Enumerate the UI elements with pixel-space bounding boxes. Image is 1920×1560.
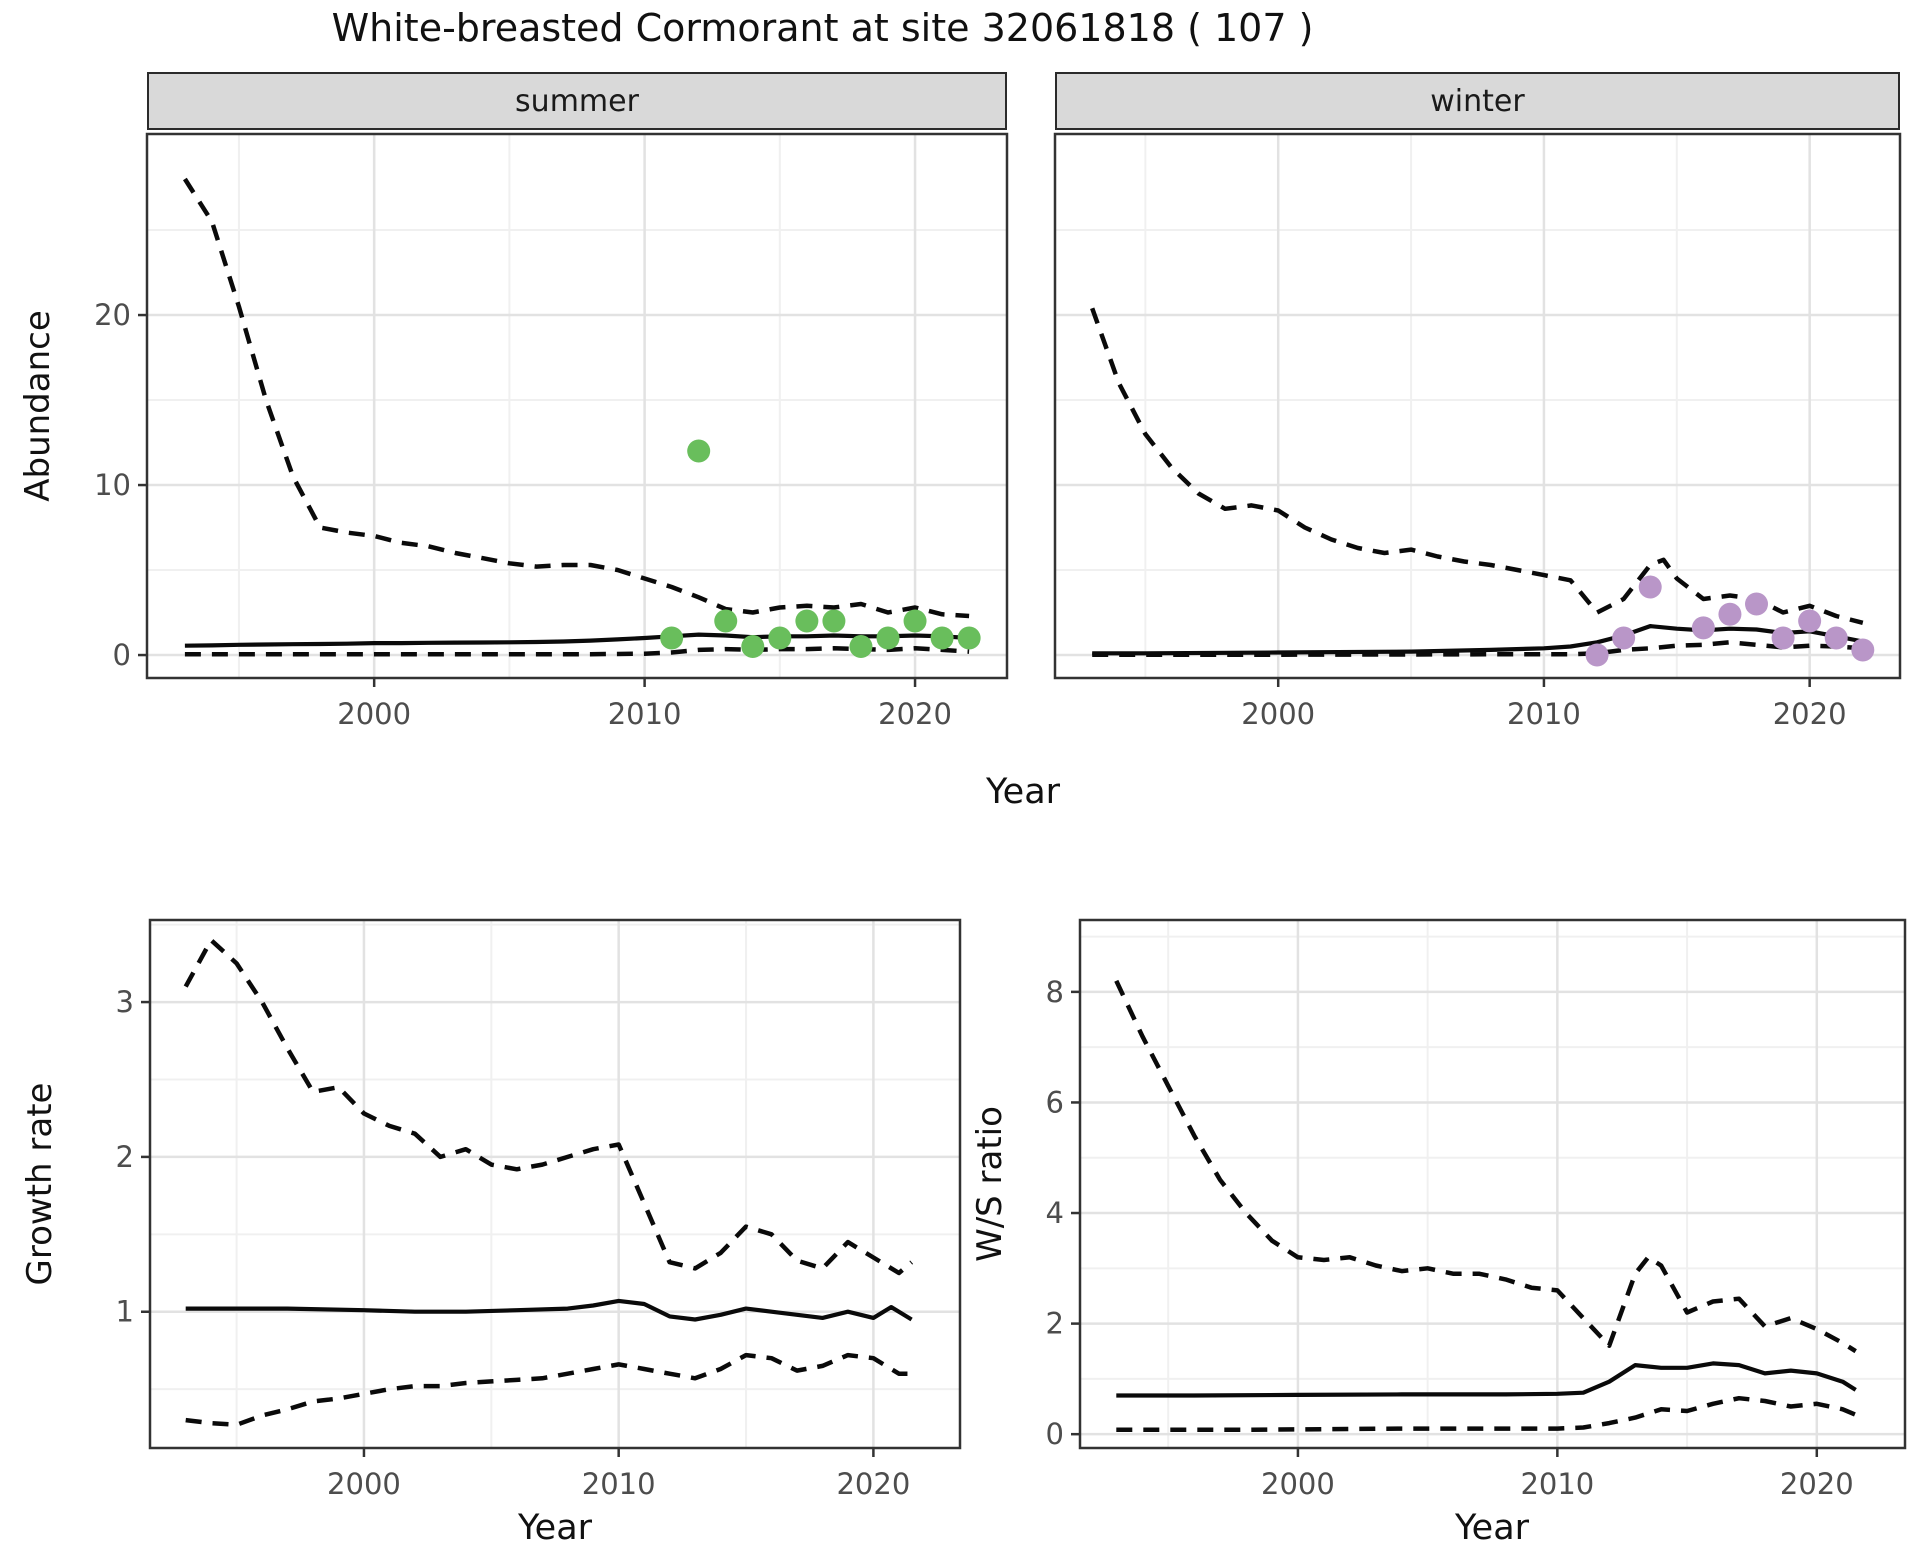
summer-observed_counts-point [795,609,819,633]
winter-observed_counts-point [1798,609,1822,633]
growth-panel-background [150,920,960,1448]
winter-observed_counts-point [1691,616,1715,640]
winter-observed_counts-point [1585,643,1609,667]
winter-observed_counts-point [1771,626,1795,650]
growth-y-tick-label: 1 [116,1295,134,1329]
facet-strip-winter: winter [1055,72,1900,130]
summer-panel-border [145,132,1009,680]
ws-y-tick-label: 6 [1046,1085,1064,1119]
winter-panel-border [1053,132,1902,680]
summer-observed_counts-point [849,635,873,659]
growth-y-tick-label: 3 [116,985,134,1019]
summer-observed_counts-point [903,609,927,633]
summer-upper_ci-line [183,177,970,619]
ws-lower_ci-line [1116,1395,1857,1433]
ws-y-tick-label: 8 [1046,975,1064,1009]
summer-observed_counts-point [714,609,738,633]
ws-panel-border [1078,918,1907,1450]
winter-observed_counts-point [1824,626,1848,650]
growth-x-tick-label: 2020 [836,1467,910,1501]
summer-observed_counts-point [741,635,765,659]
winter-panel-background [1055,134,1900,678]
chart-title: White-breasted Cormorant at site 3206181… [331,6,1314,50]
ws-median-line [1116,1361,1857,1398]
growth-upper_ci-line [183,937,914,1276]
summer-x-tick-label: 2010 [608,697,682,731]
ws-y-tick-label: 2 [1046,1307,1064,1341]
winter-x-tick-label: 2010 [1507,697,1581,731]
summer-observed_counts-point [930,626,954,650]
summer-observed_counts-point [822,609,846,633]
growth-x-tick-label: 2000 [327,1467,401,1501]
y-axis-title-abundance: Abundance [18,310,58,502]
growth-panel-border [148,918,962,1450]
winter-observed_counts-point [1638,575,1662,599]
summer-y-tick-label: 0 [113,638,131,672]
summer-panel-background [147,134,1007,678]
winter-observed_counts-point [1612,626,1636,650]
x-axis-title-year-top: Year [985,772,1061,812]
facet-strip-summer-label: summer [515,83,639,119]
winter-observed_counts-point [1745,592,1769,616]
y-axis-title-ws-ratio: W/S ratio [970,1106,1010,1262]
ws-x-tick-label: 2020 [1780,1467,1854,1501]
summer-y-tick-label: 20 [94,298,131,332]
facet-strip-summer: summer [147,72,1007,130]
winter-lower_ci-line [1092,640,1863,657]
winter-upper_ci-line [1090,307,1864,625]
growth-lower_ci-line [185,1352,912,1428]
summer-observed_counts-point [687,439,711,463]
winter-x-tick-label: 2000 [1241,697,1315,731]
facet-strip-winter-label: winter [1430,83,1525,119]
x-axis-title-year-growth: Year [517,1508,593,1548]
summer-observed_counts-point [660,626,684,650]
ws-x-tick-label: 2010 [1520,1467,1594,1501]
summer-x-tick-label: 2000 [337,697,411,731]
ws-y-tick-label: 0 [1046,1417,1064,1451]
y-axis-title-growth-rate: Growth rate [20,1082,60,1286]
summer-observed_counts-point [768,626,792,650]
ws-y-tick-label: 4 [1046,1196,1064,1230]
summer-observed_counts-point [876,626,900,650]
growth-median-line [185,1298,913,1322]
ws-panel-background [1080,920,1905,1448]
growth-x-tick-label: 2010 [582,1467,656,1501]
summer-lower_ci-line [184,646,970,657]
growth-y-tick-label: 2 [116,1140,134,1174]
ws-x-tick-label: 2000 [1261,1467,1335,1501]
summer-x-tick-label: 2020 [878,697,952,731]
summer-median-line [184,632,970,648]
x-axis-title-year-ws: Year [1454,1508,1530,1548]
winter-observed_counts-point [1851,638,1875,662]
winter-x-tick-label: 2020 [1773,697,1847,731]
summer-observed_counts-point [957,626,981,650]
winter-observed_counts-point [1718,602,1742,626]
summer-y-tick-label: 10 [94,468,131,502]
ws-upper_ci-line [1114,979,1857,1354]
